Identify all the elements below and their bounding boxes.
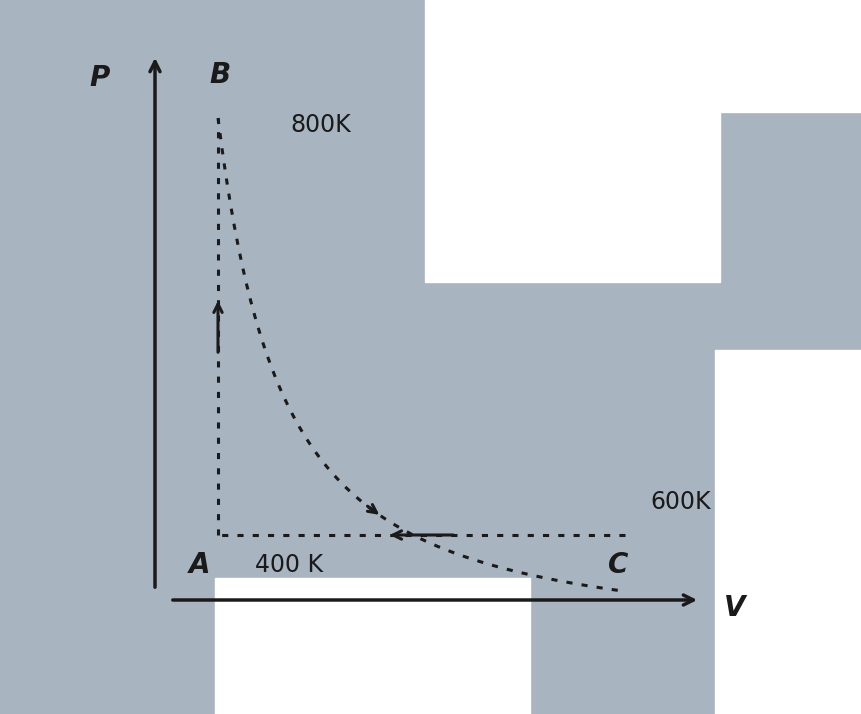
Text: 600K: 600K <box>650 490 710 514</box>
Bar <box>715 0 861 112</box>
Text: B: B <box>209 61 231 89</box>
Bar <box>425 0 720 282</box>
Text: A: A <box>189 551 211 579</box>
Text: P: P <box>90 64 110 92</box>
Text: 800K: 800K <box>290 113 350 137</box>
Bar <box>215 578 530 714</box>
Text: 400 K: 400 K <box>255 553 323 577</box>
Text: V: V <box>724 594 746 622</box>
Text: C: C <box>608 551 629 579</box>
Bar <box>715 350 861 714</box>
